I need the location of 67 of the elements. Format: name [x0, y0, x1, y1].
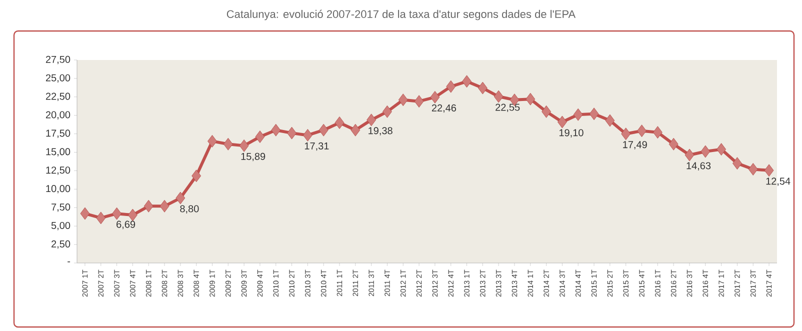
point: [542, 105, 552, 118]
y-tick-label: 7,50: [52, 203, 70, 212]
point: [668, 138, 678, 150]
point: [287, 126, 296, 140]
point: [637, 124, 646, 138]
point: [494, 90, 504, 103]
point: [573, 108, 583, 121]
point: [478, 82, 488, 94]
point: [176, 192, 186, 204]
point: [334, 116, 344, 129]
data-label: 15,89: [241, 152, 266, 162]
point: [716, 143, 726, 156]
point: [398, 94, 408, 106]
data-label: 19,10: [559, 129, 584, 138]
y-tick-label: 20,00: [46, 111, 70, 120]
data-label: 6,69: [116, 220, 136, 230]
point: [684, 148, 694, 162]
y-tick-label: 15,00: [46, 148, 70, 156]
point: [700, 145, 710, 158]
point: [652, 126, 662, 139]
data-label: 22,55: [496, 104, 520, 112]
data-label: 17,49: [623, 141, 647, 150]
y-tick-label: -: [68, 261, 70, 262]
y-tick-label: 10,00: [46, 185, 70, 194]
point: [223, 138, 233, 150]
data-label: 12,54: [766, 178, 790, 186]
chart-title: Catalunya: evolució 2007-2017 de la taxa d'atur segons dades de l'EPA: [226, 10, 576, 20]
point: [446, 80, 456, 93]
point: [160, 200, 170, 212]
point: [239, 139, 249, 152]
y-tick-label: 22,50: [46, 92, 70, 102]
point: [366, 114, 376, 126]
point: [271, 124, 281, 136]
y-tick-label: 27,50: [46, 56, 70, 64]
data-label: 14,63: [686, 162, 711, 170]
point: [382, 105, 392, 118]
point: [112, 207, 122, 220]
point: [350, 124, 360, 136]
point: [748, 163, 758, 176]
y-tick-label: 12,50: [46, 166, 70, 175]
point: [605, 114, 615, 127]
data-label: 19,38: [368, 127, 392, 136]
point: [318, 124, 328, 136]
point: [96, 212, 106, 224]
y-tick-label: 2,50: [52, 240, 70, 249]
point: [526, 92, 536, 106]
point: [558, 116, 567, 128]
y-tick-label: 17,50: [46, 130, 70, 138]
point: [80, 207, 90, 220]
point: [764, 164, 774, 177]
point: [462, 75, 472, 88]
point: [192, 170, 202, 182]
point: [732, 157, 742, 170]
point: [414, 95, 424, 108]
point: [144, 200, 154, 212]
data-label: 22,46: [432, 104, 456, 113]
point: [430, 90, 440, 104]
point: [255, 130, 265, 143]
data-label: 17,31: [304, 142, 329, 151]
data-label: 8,80: [180, 205, 199, 214]
point: [302, 129, 312, 142]
point: [589, 108, 599, 120]
point: [128, 208, 138, 222]
point: [208, 134, 217, 148]
y-tick-label: 5,00: [51, 222, 70, 230]
point: [621, 128, 631, 140]
y-tick-label: 25,00: [46, 74, 70, 83]
